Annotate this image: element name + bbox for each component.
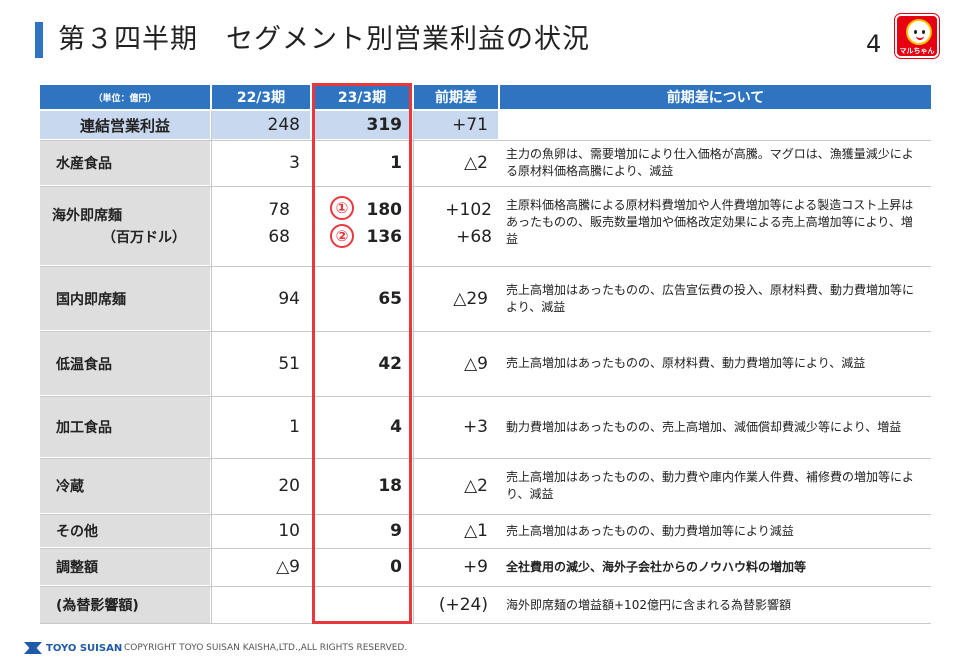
row-divider bbox=[40, 396, 931, 397]
company-name: TOYO SUISAN bbox=[46, 642, 123, 654]
prev-value: 94 bbox=[278, 288, 300, 309]
diff-value-usd: +68 bbox=[456, 227, 492, 247]
row-label-cold-storage: 冷蔵 bbox=[40, 459, 210, 513]
note-header: 前期差について bbox=[500, 85, 931, 109]
row-note: 売上高増加はあったものの、動力費増加等により減益 bbox=[506, 523, 794, 538]
diff-value: (+24) bbox=[438, 595, 488, 615]
curr-value: 42 bbox=[378, 353, 402, 374]
prev-value-usd: 68 bbox=[268, 227, 290, 247]
row-divider bbox=[40, 548, 931, 549]
prev-value: 3 bbox=[289, 153, 300, 173]
marker-2-icon: ② bbox=[330, 224, 354, 248]
prev-value: 51 bbox=[278, 353, 300, 374]
diff-values: +102 +68 bbox=[414, 187, 498, 265]
row-divider bbox=[40, 266, 931, 267]
curr-value: 1 bbox=[390, 153, 402, 173]
row-note: 売上高増加はあったものの、動力費や庫内作業人件費、補修費の増加等により、減益 bbox=[506, 470, 915, 501]
row-note: 全社費用の減少、海外子会社からのノウハウ料の増加等 bbox=[506, 559, 807, 574]
row-note: 売上高増加はあったものの、広告宣伝費の投入、原材料費、動力費増加等により、減益 bbox=[506, 282, 915, 314]
diff-value: +71 bbox=[414, 111, 498, 139]
row-divider bbox=[40, 586, 931, 587]
page-title: 第３四半期 セグメント別営業利益の状況 bbox=[58, 24, 590, 55]
diff-value-yen: +102 bbox=[445, 200, 492, 220]
column-divider bbox=[413, 111, 414, 623]
company-logo: TOYO SUISAN bbox=[24, 642, 122, 654]
diff-header: 前期差 bbox=[414, 85, 498, 109]
logo-brand-text: マルちゃん bbox=[899, 47, 935, 55]
curr-value: 4 bbox=[390, 417, 402, 437]
prev-value: 248 bbox=[212, 111, 310, 139]
prev-value bbox=[212, 587, 310, 623]
unit-header: （単位：億円） bbox=[40, 85, 210, 109]
prev-value-yen: 78 bbox=[268, 200, 290, 220]
diff-value: △29 bbox=[453, 288, 488, 309]
row-divider bbox=[40, 458, 931, 459]
prev-values: 78 68 bbox=[212, 187, 310, 265]
logo-eye-icon bbox=[914, 30, 917, 34]
copyright-text: COPYRIGHT TOYO SUISAN KAISHA,LTD.,ALL RI… bbox=[124, 643, 408, 653]
row-divider bbox=[40, 514, 931, 515]
row-divider bbox=[40, 331, 931, 332]
row-divider bbox=[40, 140, 931, 141]
logo-mouth-icon bbox=[916, 35, 924, 40]
maruchan-logo: マルちゃん bbox=[895, 14, 939, 58]
row-label-adjustment: 調整額 bbox=[40, 549, 210, 585]
logo-eye-icon bbox=[922, 30, 925, 34]
prev-year-header: 22/3期 bbox=[212, 85, 310, 109]
curr-year-header: 23/3期 bbox=[312, 85, 412, 109]
row-label-overseas-noodles: 海外即席麺 （百万ドル） bbox=[40, 187, 210, 265]
marker-1-icon: ① bbox=[330, 196, 354, 220]
row-sub-label: （百万ドル） bbox=[102, 230, 186, 246]
prev-value: 1 bbox=[289, 417, 300, 437]
row-note: 主原料価格高騰による原材料費増加や人件費増加等による製造コスト上昇はあったものの… bbox=[506, 198, 914, 246]
curr-value: 319 bbox=[312, 111, 412, 139]
row-note: 売上高増加はあったものの、原材料費、動力費増加等により、減益 bbox=[506, 356, 866, 370]
diff-value: +9 bbox=[462, 557, 488, 577]
curr-value bbox=[312, 587, 412, 623]
row-note: 海外即席麺の増益額+102億円に含まれる為替影響額 bbox=[506, 597, 791, 612]
curr-value: 65 bbox=[378, 288, 402, 309]
curr-value: 9 bbox=[390, 521, 402, 541]
row-label-consolidated: 連結営業利益 bbox=[40, 111, 210, 139]
title-accent-bar bbox=[35, 22, 43, 58]
curr-value-usd: 136 bbox=[366, 227, 403, 247]
row-note: 動力費増加はあったものの、売上高増加、減価償却費減少等により、増益 bbox=[506, 419, 902, 434]
curr-value-yen: 180 bbox=[366, 200, 403, 220]
diff-value: △1 bbox=[464, 521, 488, 541]
diff-value: △9 bbox=[464, 353, 488, 374]
row-label-seafood: 水産食品 bbox=[40, 141, 210, 185]
row-label-processed: 加工食品 bbox=[40, 397, 210, 457]
row-label-text: 海外即席麺 bbox=[52, 208, 122, 224]
prev-value: △9 bbox=[276, 557, 300, 577]
row-label-other: その他 bbox=[40, 515, 210, 547]
curr-value: 0 bbox=[390, 557, 402, 577]
diff-value: △2 bbox=[464, 476, 488, 496]
row-divider bbox=[40, 623, 931, 624]
row-label-chilled: 低温食品 bbox=[40, 332, 210, 395]
column-divider bbox=[211, 111, 212, 623]
curr-values: ① 180 ② 136 bbox=[312, 187, 412, 265]
row-divider bbox=[40, 186, 931, 187]
row-label-fx-impact: (為替影響額) bbox=[40, 587, 210, 623]
logo-face-icon bbox=[906, 19, 932, 45]
curr-value: 18 bbox=[378, 476, 402, 496]
page-number: 4 bbox=[866, 30, 882, 58]
prev-value: 10 bbox=[278, 521, 300, 541]
diff-value: △2 bbox=[464, 153, 488, 173]
ts-mark-icon bbox=[24, 642, 42, 654]
row-label-domestic-noodles: 国内即席麺 bbox=[40, 267, 210, 330]
prev-value: 20 bbox=[278, 476, 300, 496]
diff-value: +3 bbox=[462, 417, 488, 437]
row-note: 主力の魚卵は、需要増加により仕入価格が高騰。マグロは、漁獲量減少による原材料価格… bbox=[506, 147, 914, 178]
